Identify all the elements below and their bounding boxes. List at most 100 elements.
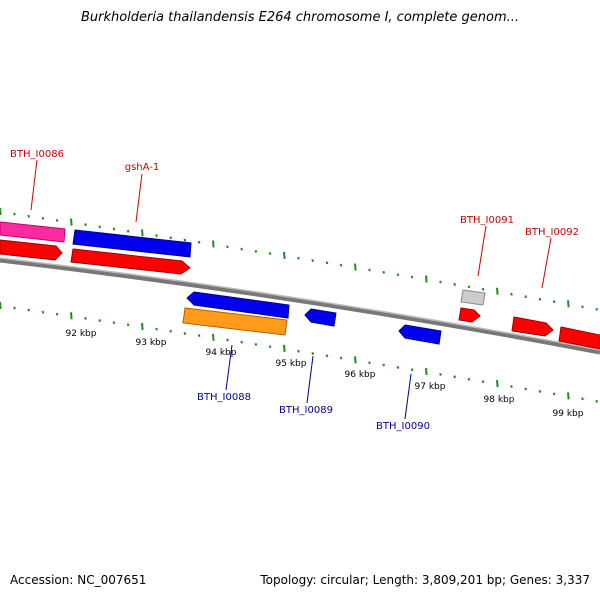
tick-mark — [27, 214, 30, 218]
tick-mark — [410, 275, 414, 279]
tick-mark — [524, 387, 527, 391]
tick-mark — [141, 322, 144, 330]
tick-mark — [226, 245, 229, 249]
tick-mark — [112, 227, 116, 231]
tick-mark — [155, 234, 158, 238]
tick-mark — [41, 216, 45, 220]
tick-mark — [510, 292, 513, 296]
gene-bth-i0090[interactable] — [398, 324, 442, 345]
label-bth-i0092[interactable]: BTH_I0092 — [525, 227, 579, 238]
tick-mark — [84, 316, 87, 320]
gene-gray[interactable] — [460, 289, 486, 306]
tick-mark — [0, 301, 2, 310]
label-bth-i0090[interactable]: BTH_I0090 — [376, 421, 430, 432]
label-bth-i0091[interactable]: BTH_I0091 — [460, 215, 514, 226]
tick-mark — [112, 321, 116, 325]
tick-mark — [510, 385, 513, 388]
gene-bth-i0086[interactable] — [0, 239, 63, 261]
tick-mark — [581, 305, 584, 309]
tick-mark — [552, 300, 556, 304]
gene-orange[interactable] — [182, 307, 288, 336]
tick-mark — [453, 375, 456, 379]
tick-mark — [481, 287, 485, 291]
tick-mark — [496, 380, 499, 388]
tick-mark — [368, 361, 371, 365]
tick-mark — [410, 368, 414, 372]
tick-mark — [368, 268, 371, 272]
scale-label-99kbp: 99 kbp — [553, 409, 584, 419]
tick-mark — [126, 323, 130, 327]
scale-label-92kbp: 92 kbp — [66, 329, 97, 339]
tick-mark — [481, 380, 485, 384]
chromosome-backbone — [0, 257, 600, 355]
tick-mark — [283, 251, 286, 259]
tick-mark — [595, 399, 598, 403]
tick-mark — [354, 356, 357, 364]
tick-mark — [339, 263, 343, 267]
tick-mark — [70, 312, 73, 320]
tick-mark — [425, 275, 428, 283]
tick-mark — [169, 236, 172, 240]
tick-mark — [126, 229, 130, 233]
tick-mark — [13, 212, 16, 216]
scale-label-94kbp: 94 kbp — [206, 348, 237, 358]
tick-mark — [311, 259, 314, 262]
label-bth-i0088[interactable]: BTH_I0088 — [197, 392, 251, 403]
tick-mark — [283, 344, 286, 353]
gene-bth-i0088[interactable] — [186, 291, 290, 319]
tick-mark — [581, 397, 584, 401]
topology-text: Topology: circular; Length: 3,809,201 bp… — [260, 573, 590, 587]
tick-mark — [268, 252, 272, 256]
tick-mark — [197, 240, 201, 244]
tick-mark — [0, 207, 2, 216]
tick-mark — [41, 310, 45, 314]
scale-label-93kbp: 93 kbp — [136, 338, 167, 348]
map-title: Burkholderia thailandensis E264 chromoso… — [80, 10, 520, 25]
tick-mark — [297, 349, 300, 353]
label-gshA-1[interactable]: gshA-1 — [125, 162, 160, 173]
tick-mark — [27, 308, 30, 312]
tick-mark — [538, 297, 542, 301]
tick-mark — [595, 307, 598, 311]
gene-blue-upper[interactable] — [72, 229, 192, 258]
accession-text: Accession: NC_007651 — [10, 573, 147, 587]
scale-label-95kbp: 95 kbp — [276, 359, 307, 369]
chromosome-backbone-highlight — [0, 257, 600, 351]
tick-mark — [467, 285, 471, 289]
label-bth-i0086[interactable]: BTH_I0086 — [10, 149, 64, 160]
label-leader-lines — [30, 159, 552, 420]
scale-label-98kbp: 98 kbp — [484, 395, 515, 405]
tick-mark — [183, 331, 187, 335]
tick-mark — [496, 287, 499, 295]
tick-mark — [197, 334, 201, 338]
tick-mark — [325, 354, 329, 358]
label-bth-i0089[interactable]: BTH_I0089 — [279, 405, 333, 416]
gene-gshA-1[interactable] — [70, 248, 191, 275]
tick-mark — [268, 345, 272, 349]
tick-mark — [396, 273, 400, 277]
tick-mark — [155, 327, 158, 331]
gene-bth-i0091[interactable] — [458, 307, 481, 323]
gene-bth-i0089[interactable] — [304, 308, 337, 327]
tick-mark — [297, 256, 300, 260]
tick-mark — [552, 392, 556, 396]
tick-mark — [55, 218, 59, 222]
tick-mark — [98, 319, 101, 322]
gene-pink[interactable] — [0, 221, 66, 243]
tick-mark — [467, 377, 471, 381]
scale-label-96kbp: 96 kbp — [345, 370, 376, 380]
tick-mark — [226, 338, 229, 342]
tick-mark — [567, 300, 570, 308]
tick-mark — [169, 329, 172, 333]
tick-mark — [382, 363, 385, 367]
outer-tick-track — [0, 207, 598, 311]
tick-mark — [339, 356, 343, 360]
tick-mark — [141, 229, 144, 237]
tick-mark — [254, 249, 258, 253]
tick-mark — [240, 247, 243, 251]
gene-bth-i0092[interactable] — [511, 316, 554, 337]
gene-edge-right[interactable] — [558, 326, 600, 350]
tick-mark — [254, 343, 258, 346]
inner-tick-track — [0, 301, 598, 403]
tick-mark — [524, 295, 527, 299]
